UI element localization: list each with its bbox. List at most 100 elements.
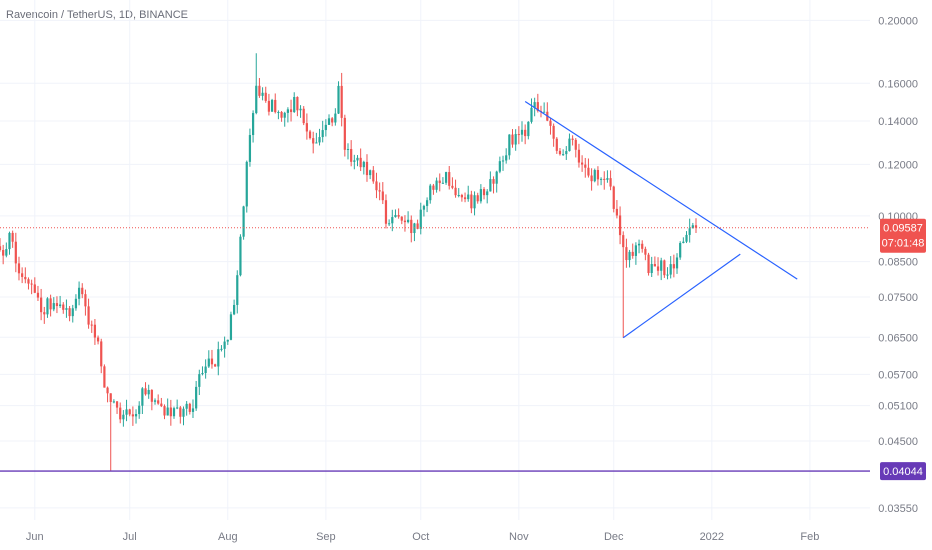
x-tick-label: Nov bbox=[509, 531, 529, 543]
candle-body bbox=[634, 245, 637, 256]
y-tick-label: 0.14000 bbox=[878, 116, 918, 128]
candle-body bbox=[17, 263, 21, 274]
candle-body bbox=[644, 248, 647, 255]
candle-body bbox=[609, 178, 612, 187]
x-tick-label: Sep bbox=[316, 531, 336, 543]
x-tick-label: Feb bbox=[800, 531, 819, 543]
candle-body bbox=[55, 303, 59, 307]
candle-body bbox=[321, 130, 324, 138]
candle-body bbox=[138, 405, 141, 415]
candle-body bbox=[337, 85, 340, 114]
candle-body bbox=[555, 138, 558, 151]
candle-body bbox=[87, 306, 90, 325]
candle-body bbox=[96, 337, 100, 342]
candle-body bbox=[375, 181, 378, 191]
candle-body bbox=[112, 401, 115, 403]
candle-body bbox=[11, 232, 14, 242]
candle-body bbox=[631, 251, 634, 256]
candle-body bbox=[501, 160, 505, 162]
candle-body bbox=[492, 179, 495, 184]
candle-body bbox=[618, 215, 622, 236]
candle-body bbox=[454, 187, 457, 196]
candle-body bbox=[27, 279, 30, 284]
candle-body bbox=[590, 175, 593, 182]
candle-body bbox=[505, 155, 508, 161]
candle-body bbox=[188, 403, 191, 412]
candle-body bbox=[432, 185, 435, 190]
candle-body bbox=[324, 124, 327, 131]
candle-body bbox=[369, 170, 372, 176]
candle-body bbox=[596, 170, 600, 180]
candle-body bbox=[666, 274, 669, 276]
candle-body bbox=[74, 298, 78, 309]
trendline[interactable] bbox=[524, 101, 798, 280]
candle-body bbox=[245, 161, 248, 207]
candle-body bbox=[549, 120, 552, 126]
x-tick-label: 2022 bbox=[700, 531, 724, 543]
candle-body bbox=[207, 358, 210, 367]
candle-body bbox=[407, 219, 410, 223]
candle-body bbox=[267, 100, 271, 112]
candle-body bbox=[81, 287, 84, 295]
candle-body bbox=[312, 138, 315, 144]
candle-body bbox=[603, 178, 606, 180]
candle-body bbox=[201, 373, 204, 375]
candle-body bbox=[511, 134, 514, 145]
candle-body bbox=[242, 206, 245, 237]
candle-body bbox=[647, 254, 650, 274]
time-axis[interactable]: Jun Jul Aug Sep Oct Nov Dec 2022 Feb bbox=[26, 531, 819, 543]
candle-body bbox=[637, 243, 641, 246]
candle-body bbox=[157, 400, 160, 404]
candle-body bbox=[103, 366, 106, 388]
candle-body bbox=[77, 287, 81, 299]
candle-body bbox=[612, 186, 615, 209]
candle-body bbox=[305, 123, 308, 132]
candle-body bbox=[134, 414, 138, 417]
candle-body bbox=[650, 264, 653, 274]
candle-body bbox=[153, 400, 157, 402]
candle-body bbox=[172, 408, 176, 417]
candle-body bbox=[286, 109, 289, 113]
candle-body bbox=[270, 99, 274, 112]
candle-body bbox=[93, 324, 97, 338]
candle-body bbox=[62, 304, 65, 310]
candle-body bbox=[615, 208, 619, 216]
candle-body bbox=[441, 182, 445, 184]
support-price-badge bbox=[880, 462, 926, 481]
candle-body bbox=[296, 96, 299, 111]
candle-body bbox=[435, 180, 438, 190]
candle-body bbox=[258, 85, 261, 96]
candle-body bbox=[429, 185, 432, 201]
candle-body bbox=[277, 111, 280, 113]
candle-body bbox=[498, 161, 501, 172]
candle-body bbox=[343, 117, 346, 150]
candle-body bbox=[90, 324, 93, 326]
y-tick-label: 0.16000 bbox=[878, 78, 918, 90]
price-axis[interactable]: 0.200000.160000.140000.120000.100000.085… bbox=[878, 15, 918, 514]
x-tick-label: Aug bbox=[218, 531, 238, 543]
candle-body bbox=[520, 129, 524, 135]
candle-body bbox=[476, 195, 479, 202]
candle-body bbox=[473, 195, 476, 209]
candle-body bbox=[24, 276, 27, 280]
candle-body bbox=[571, 138, 574, 140]
last-price-badge bbox=[880, 218, 926, 253]
candle-body bbox=[289, 109, 293, 113]
candle-body bbox=[679, 243, 682, 258]
candle-body bbox=[261, 92, 264, 96]
candle-body bbox=[479, 189, 482, 202]
candle-body bbox=[226, 339, 229, 342]
candle-body bbox=[119, 407, 122, 420]
y-tick-label: 0.07500 bbox=[878, 292, 918, 304]
candle-body bbox=[2, 249, 5, 256]
candle-body bbox=[489, 179, 492, 192]
candle-body bbox=[669, 264, 672, 275]
candle-body bbox=[198, 374, 201, 387]
candle-body bbox=[413, 223, 416, 234]
trendline[interactable] bbox=[622, 253, 741, 339]
candle-body bbox=[195, 386, 198, 409]
candle-body bbox=[308, 131, 312, 139]
candle-body bbox=[467, 194, 470, 200]
candle-body bbox=[562, 154, 565, 156]
